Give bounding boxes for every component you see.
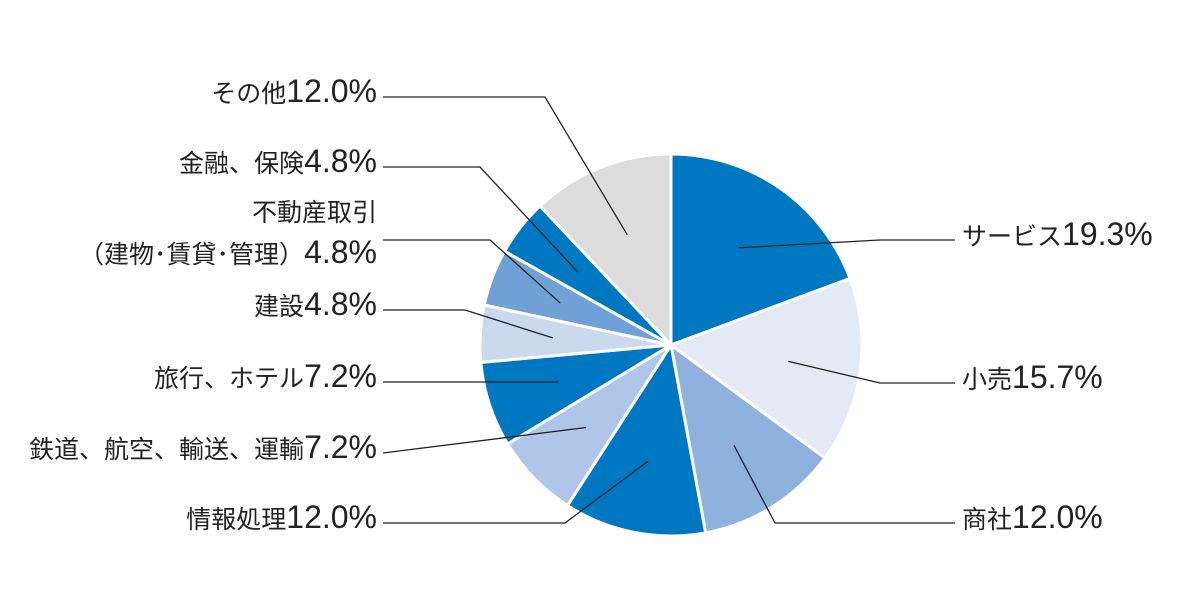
value-label: 12.0% [1012,499,1103,535]
slice-label: 小売15.7% [962,359,1103,401]
slice-label: 商社12.0% [962,499,1103,541]
leader-line [383,460,649,524]
value-label: 12.0% [286,499,377,535]
category-label: 鉄道、航空、輸送、運輸 [29,435,305,464]
value-label: 19.3% [1062,216,1153,252]
category-label: その他 [211,79,287,108]
slice-label: 情報処理12.0% [186,499,377,541]
category-label: 金融、保険 [179,149,305,178]
slice-label: 建設4.8% [254,286,377,328]
slice-label: 旅行、ホテル7.2% [154,358,377,400]
pie-slice [668,341,828,535]
leader-line [383,166,579,273]
pie-slice [667,276,864,461]
category-label: 不動産取引 （建物･賃貸･管理） [79,198,377,269]
category-label: 小売 [962,365,1013,394]
slice-label: 鉄道、航空、輸送、運輸7.2% [29,429,377,471]
slice-label: 不動産取引 （建物･賃貸･管理）4.8% [79,195,377,276]
slice-label: その他12.0% [211,73,377,115]
category-label: 商社 [962,505,1013,534]
value-label: 15.7% [1012,359,1103,395]
leader-line [383,96,628,236]
pie-slice [537,152,673,349]
leader-line [788,360,955,384]
category-label: 建設 [254,292,305,321]
leader-line [733,445,955,524]
leader-line [738,239,955,249]
value-label: 4.8% [304,143,377,179]
pie-slice [565,341,708,538]
value-label: 12.0% [286,73,377,109]
value-label: 4.8% [304,286,377,322]
leader-line [383,309,553,339]
category-label: サービス [962,222,1063,251]
category-label: 旅行、ホテル [154,364,305,393]
slice-label: 金融、保険4.8% [179,143,377,185]
slice-label: サービス19.3% [962,216,1153,258]
value-label: 4.8% [304,234,377,270]
category-label: 情報処理 [186,505,287,534]
pie-slice [669,152,852,348]
leader-line [383,239,561,304]
value-label: 7.2% [304,358,377,394]
leader-line [382,426,587,454]
value-label: 7.2% [304,429,377,465]
